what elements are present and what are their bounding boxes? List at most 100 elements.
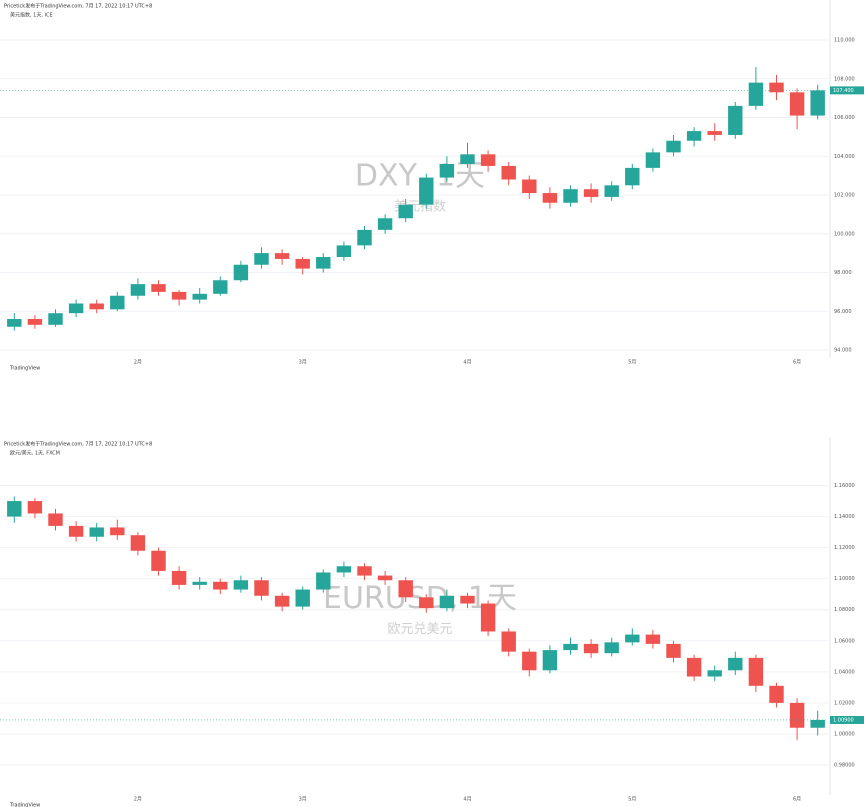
candle-body: [501, 631, 516, 652]
y-tick-label: 0.98000: [834, 763, 855, 769]
y-tick-label: 108.000: [834, 76, 855, 82]
brand: TradingView: [9, 366, 40, 372]
candle-body: [748, 657, 764, 686]
candle-body: [460, 595, 475, 604]
x-tick-label: 3月: [299, 797, 307, 803]
last-price-label: 1.00900: [833, 717, 854, 723]
y-tick-label: 106.000: [834, 115, 855, 121]
candle-body: [213, 280, 228, 294]
candle-body: [68, 303, 84, 314]
candle-body: [748, 82, 764, 106]
candle-body: [666, 140, 681, 153]
candle-body: [645, 634, 661, 644]
x-tick-label: 4月: [463, 360, 471, 366]
chart-header: Pricetick发布于TradingView.com, 7月 17, 2022…: [4, 3, 152, 10]
candle-body: [707, 131, 722, 135]
y-tick-label: 1.14000: [834, 514, 855, 520]
candle-body: [27, 319, 43, 325]
brand: TradingView: [9, 803, 40, 807]
candle-body: [810, 90, 825, 116]
y-tick-label: 1.04000: [834, 669, 855, 675]
y-tick-label: 94.000: [834, 348, 852, 354]
last-price-label: 107.400: [833, 88, 854, 94]
candle-body: [254, 253, 269, 265]
candle-body: [728, 105, 743, 135]
y-tick-label: 96.000: [834, 309, 852, 315]
candle-body: [171, 291, 187, 300]
candle-body: [789, 92, 805, 116]
watermark-subtitle: 欧元兑美元: [387, 622, 452, 637]
candle-body: [542, 193, 558, 203]
x-tick-label: 2月: [134, 360, 142, 366]
candle-body: [439, 164, 455, 178]
candle-body: [542, 650, 558, 671]
candle-body: [213, 581, 228, 590]
candle-body: [295, 258, 310, 269]
chart-legend: 美元指数, 1天, ICE: [10, 12, 53, 19]
candle-body: [89, 303, 104, 310]
candle-body: [7, 501, 22, 517]
candle-body: [501, 165, 516, 180]
candle-body: [192, 293, 207, 300]
candle-body: [377, 575, 393, 581]
candle-body: [686, 657, 702, 677]
candle-body: [398, 580, 413, 598]
x-tick-label: 6月: [793, 360, 801, 366]
candle-body: [89, 527, 104, 537]
candle-body: [274, 253, 290, 259]
y-tick-label: 1.00000: [834, 731, 855, 737]
candle-body: [316, 572, 331, 590]
x-tick-label: 5月: [628, 360, 636, 366]
candle-body: [480, 154, 496, 166]
y-tick-label: 1.02000: [834, 700, 855, 706]
candle-body: [666, 643, 681, 658]
candle-body: [110, 527, 125, 536]
candle-body: [48, 313, 63, 325]
x-tick-label: 3月: [299, 360, 307, 366]
candle-body: [171, 570, 187, 585]
candle-body: [336, 245, 352, 257]
candle-body: [7, 319, 22, 327]
candle-body: [419, 597, 434, 609]
candle-body: [604, 185, 619, 197]
candle-body: [480, 603, 496, 632]
candle-body: [583, 643, 599, 654]
candle-body: [316, 257, 331, 269]
candle-body: [398, 204, 413, 219]
candle-body: [377, 218, 393, 230]
candle-body: [522, 651, 537, 671]
x-tick-label: 4月: [463, 797, 471, 803]
candle-body: [625, 634, 640, 643]
candle-body: [583, 189, 599, 197]
candle-body: [522, 179, 537, 194]
candle-body: [68, 525, 84, 537]
candle-body: [707, 670, 722, 677]
candle-body: [419, 177, 434, 205]
candle-body: [110, 295, 125, 310]
candle-body: [48, 513, 63, 526]
candle-body: [728, 657, 743, 671]
y-tick-label: 102.000: [834, 193, 855, 199]
x-tick-label: 5月: [628, 797, 636, 803]
candle-body: [686, 131, 702, 141]
candle-body: [439, 595, 455, 609]
y-tick-label: 1.08000: [834, 607, 855, 613]
candle-body: [357, 229, 372, 246]
candle-body: [274, 595, 290, 607]
last-price-tag: [830, 86, 864, 95]
candle-body: [625, 167, 640, 186]
candle-body: [27, 501, 43, 514]
y-tick-label: 110.000: [834, 38, 855, 44]
y-tick-label: 1.12000: [834, 545, 855, 551]
candle-body: [563, 643, 578, 651]
y-tick-label: 100.000: [834, 231, 855, 237]
candle-body: [769, 82, 784, 93]
y-tick-label: 1.06000: [834, 638, 855, 644]
x-tick-label: 6月: [793, 797, 801, 803]
candle-body: [233, 264, 249, 281]
candle-body: [563, 189, 578, 203]
candle-body: [357, 566, 372, 576]
candle-body: [460, 154, 475, 164]
y-tick-label: 104.000: [834, 154, 855, 160]
